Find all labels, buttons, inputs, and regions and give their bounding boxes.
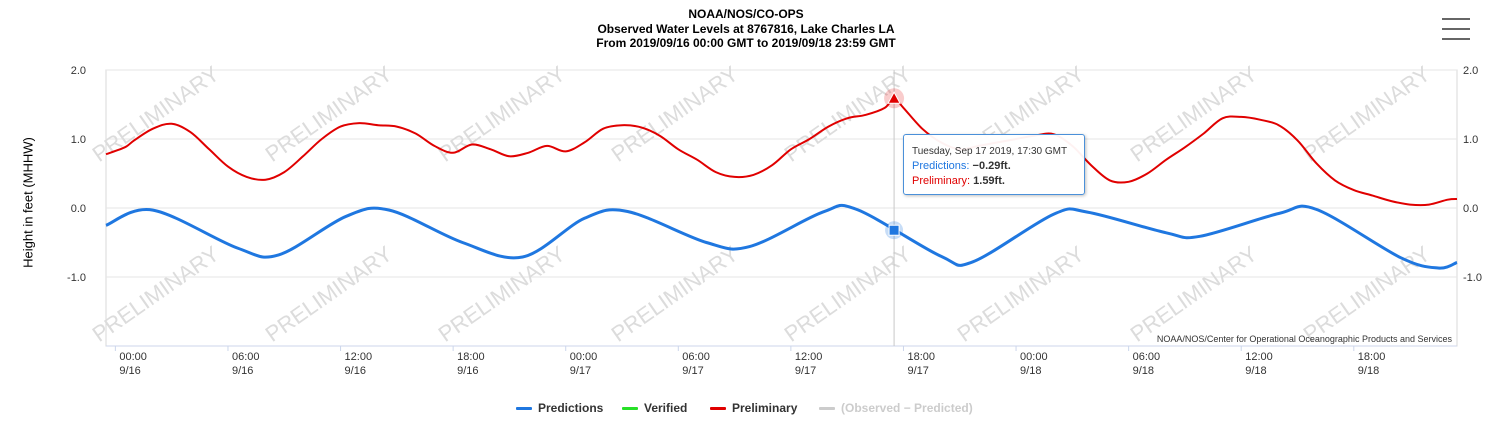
legend-swatch-verified <box>622 406 638 410</box>
watermark-text: PRELIMINARY <box>1126 241 1262 347</box>
tooltip-prediction-value: −0.29ft. <box>972 160 1011 172</box>
legend-item-predictions[interactable]: Predictions <box>516 399 603 417</box>
x-tick-labels: 00:00 9/16 06:00 9/16 12:00 9/16 18:00 9/16 00:0… <box>114 346 1386 377</box>
x-tick-label-date: 9/16 <box>119 365 140 377</box>
title-line-station: Observed Water Levels at 8767816, Lake C… <box>597 21 895 36</box>
tooltip-preliminary-label: Preliminary: <box>912 175 971 187</box>
x-tick-label-time: 18:00 <box>907 351 935 363</box>
x-tick-label-time: 12:00 <box>345 351 373 363</box>
legend-item-verified[interactable]: Verified <box>622 399 687 417</box>
x-tick-label-time: 12:00 <box>795 351 823 363</box>
y-tick-label-right: 0.0 <box>1463 203 1478 215</box>
legend-item-preliminary[interactable]: Preliminary <box>710 399 797 417</box>
series-line-preliminary <box>105 97 1458 207</box>
watermark-text: PRELIMINARY <box>434 61 570 167</box>
legend-label-verified: Verified <box>644 401 688 415</box>
tooltip-prediction-label: Predictions: <box>912 160 970 172</box>
x-tick-label-time: 00:00 <box>1020 351 1048 363</box>
x-tick-label-date: 9/18 <box>1020 365 1041 377</box>
x-tick-label-date: 9/17 <box>682 365 703 377</box>
watermark-text: PRELIMINARY <box>1126 61 1262 167</box>
x-tick-label-date: 9/18 <box>1358 365 1379 377</box>
tooltip-date: Tuesday, Sep 17 2019, 17:30 GMT <box>912 146 1068 157</box>
x-tick-label-date: 9/16 <box>457 365 478 377</box>
y-tick-label: 0.0 <box>71 203 86 215</box>
watermark-text: PRELIMINARY <box>607 241 743 347</box>
x-tick-label-date: 9/17 <box>795 365 816 377</box>
hamburger-menu-icon[interactable] <box>1442 18 1470 44</box>
watermark-text: PRELIMINARY <box>261 61 397 167</box>
title-line-agency: NOAA/NOS/CO-OPS <box>688 7 804 21</box>
watermark-text: PRELIMINARY <box>1299 241 1435 347</box>
watermark-text: PRELIMINARY <box>953 241 1089 347</box>
y-tick-label-right: -1.0 <box>1463 272 1482 284</box>
x-tick-label-date: 9/18 <box>1245 365 1266 377</box>
x-tick-label-time: 00:00 <box>570 351 598 363</box>
preliminary-hover-marker <box>887 91 901 104</box>
y-tick-label-right: 2.0 <box>1463 65 1478 77</box>
menu-bar <box>1442 28 1470 30</box>
tooltip-prediction-row: Predictions: −0.29ft. <box>912 159 1076 174</box>
x-tick-label-date: 9/16 <box>345 365 366 377</box>
x-tick-label-date: 9/18 <box>1133 365 1154 377</box>
y-tick-labels: 2.0 2.0 1.0 1.0 0.0 0.0 -1.0 -1.0 <box>67 65 1482 284</box>
tooltip-preliminary-row: Preliminary: 1.59ft. <box>912 174 1076 189</box>
watermark-text: PRELIMINARY <box>261 241 397 347</box>
legend-item-observed-minus-predicted[interactable]: (Observed − Predicted) <box>819 399 973 417</box>
legend-swatch-preliminary <box>710 406 726 410</box>
series-lines <box>105 97 1458 270</box>
y-tick-label: 2.0 <box>71 65 86 77</box>
legend-label-preliminary: Preliminary <box>732 401 798 415</box>
legend-swatch-predictions <box>516 406 532 410</box>
x-tick-label-date: 9/17 <box>570 365 591 377</box>
title-line-range: From 2019/09/16 00:00 GMT to 2019/09/18 … <box>596 36 896 50</box>
x-tick-label-time: 06:00 <box>232 351 260 363</box>
legend-label-predictions: Predictions <box>538 401 604 415</box>
legend: Predictions Verified Preliminary (Observ… <box>0 399 1492 417</box>
legend-swatch-observed-minus-predicted <box>819 406 835 410</box>
y-tick-label: -1.0 <box>67 272 86 284</box>
x-tick-label-time: 00:00 <box>119 351 147 363</box>
watermark-text: PRELIMINARY <box>88 61 224 167</box>
menu-bar <box>1442 38 1470 40</box>
watermark-text: PRELIMINARY <box>607 61 743 167</box>
x-tick-label-time: 18:00 <box>457 351 485 363</box>
watermark-text: PRELIMINARY <box>780 241 916 347</box>
tooltip-preliminary-value: 1.59ft. <box>973 175 1005 187</box>
watermark-text: PRELIMINARY <box>88 241 224 347</box>
series-line-predictions <box>105 203 1458 270</box>
hover-markers <box>884 70 905 346</box>
grid-lines <box>105 69 1458 347</box>
tooltip: Tuesday, Sep 17 2019, 17:30 GMT Predicti… <box>903 134 1085 195</box>
menu-bar <box>1442 18 1470 20</box>
y-tick-label-right: 1.0 <box>1463 134 1478 146</box>
y-tick-label: 1.0 <box>71 134 86 146</box>
prediction-hover-marker <box>888 224 900 236</box>
legend-label-observed-minus-predicted: (Observed − Predicted) <box>841 401 973 415</box>
watermark-text: PRELIMINARY <box>1299 61 1435 167</box>
chart-title: NOAA/NOS/CO-OPS Observed Water Levels at… <box>0 7 1492 51</box>
x-tick-label-date: 9/16 <box>232 365 253 377</box>
x-tick-label-time: 12:00 <box>1245 351 1273 363</box>
x-tick-label-time: 06:00 <box>682 351 710 363</box>
watermarks: PRELIMINARY PRELIMINARY PRELIMINARY PRELIMI… <box>88 61 1435 347</box>
x-tick-label-time: 06:00 <box>1133 351 1161 363</box>
x-tick-label-time: 18:00 <box>1358 351 1386 363</box>
watermark-text: PRELIMINARY <box>780 61 916 167</box>
x-tick-label-date: 9/17 <box>907 365 928 377</box>
credits-text: NOAA/NOS/Center for Operational Oceanogr… <box>1157 334 1453 344</box>
